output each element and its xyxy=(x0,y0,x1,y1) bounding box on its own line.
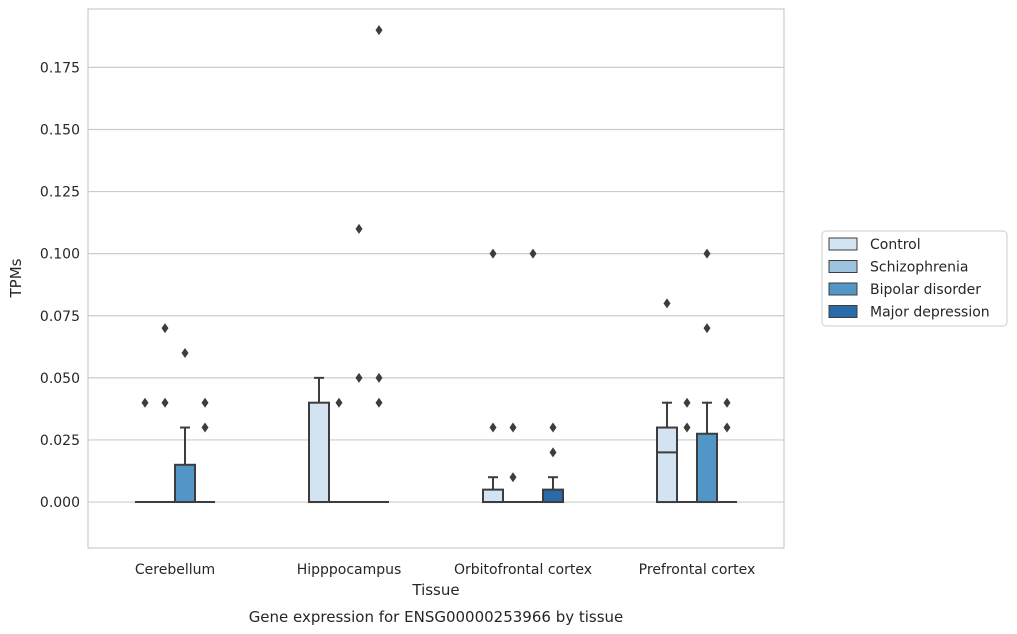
box-control xyxy=(308,376,330,504)
outlier-point xyxy=(489,248,497,259)
outlier-point xyxy=(529,248,537,259)
outlier-point xyxy=(509,472,517,483)
y-tick-label: 0.075 xyxy=(40,309,80,325)
box-control xyxy=(482,476,504,504)
x-tick-label: Prefrontal cortex xyxy=(639,562,756,578)
outlier-point xyxy=(703,323,711,334)
outlier-point xyxy=(141,397,149,408)
x-axis-label: Tissue xyxy=(411,581,459,599)
outlier-point xyxy=(161,397,169,408)
outlier-point xyxy=(683,422,691,433)
y-tick-label: 0.000 xyxy=(40,495,80,511)
y-tick-label: 0.175 xyxy=(40,60,80,76)
box-body xyxy=(308,401,330,504)
legend-label: Major depression xyxy=(870,305,990,321)
legend-swatch xyxy=(828,282,858,296)
grid-lines xyxy=(88,66,784,503)
box-body xyxy=(656,426,678,504)
box-bipolar-disorder xyxy=(174,426,196,504)
y-tick-label: 0.125 xyxy=(40,185,80,201)
legend-label: Control xyxy=(870,237,921,253)
box-bipolar-disorder xyxy=(696,401,718,504)
box-body xyxy=(696,432,718,504)
x-tick-labels: Cerebellum Hipppocampus Orbitofrontal cort… xyxy=(135,562,755,578)
outlier-point xyxy=(161,323,169,334)
legend-swatch xyxy=(828,260,858,273)
outlier-point xyxy=(201,397,209,408)
y-tick-label: 0.025 xyxy=(40,433,80,449)
box-body xyxy=(482,488,504,504)
outlier-point xyxy=(723,397,731,408)
outlier-point xyxy=(509,422,517,433)
legend-swatch xyxy=(828,305,858,318)
outlier-point xyxy=(549,447,557,458)
outlier-point xyxy=(355,372,363,383)
box-major-depression xyxy=(542,476,564,504)
outlier-point xyxy=(723,422,731,433)
y-tick-label: 0.150 xyxy=(40,122,80,138)
legend-frame xyxy=(821,230,1008,327)
legend-label: Bipolar disorder xyxy=(870,282,981,298)
outlier-point xyxy=(683,397,691,408)
outlier-point xyxy=(201,422,209,433)
x-tick-label: Hipppocampus xyxy=(297,562,402,578)
y-tick-label: 0.100 xyxy=(40,247,80,263)
x-tick-label: Cerebellum xyxy=(135,562,215,578)
outlier-point xyxy=(663,298,671,309)
outlier-point xyxy=(335,397,343,408)
y-tick-labels: 0.000 0.025 0.050 0.075 0.100 0.125 0.150 0.175 xyxy=(40,60,80,511)
outlier-point xyxy=(181,348,189,359)
legend-swatch xyxy=(828,237,858,251)
chart-title: Gene expression for ENSG00000253966 by t… xyxy=(249,608,624,626)
legend-label: Schizophrenia xyxy=(870,260,968,276)
box-body xyxy=(174,463,196,504)
outlier-point xyxy=(489,422,497,433)
outlier-point xyxy=(375,397,383,408)
legend: Control Schizophrenia Bipolar disorder Majo… xyxy=(821,230,1008,327)
plot-frame xyxy=(87,8,785,549)
boxes xyxy=(135,376,737,504)
y-tick-label: 0.050 xyxy=(40,371,80,387)
outlier-point xyxy=(355,223,363,234)
outlier-point xyxy=(375,25,383,36)
x-tick-label: Orbitofrontal cortex xyxy=(454,562,592,578)
y-axis-label: TPMs xyxy=(7,258,25,298)
box-control xyxy=(656,401,678,504)
box-body xyxy=(542,488,564,504)
outlier-point xyxy=(703,248,711,259)
outlier-point xyxy=(549,422,557,433)
outliers xyxy=(141,25,731,483)
outlier-point xyxy=(375,372,383,383)
